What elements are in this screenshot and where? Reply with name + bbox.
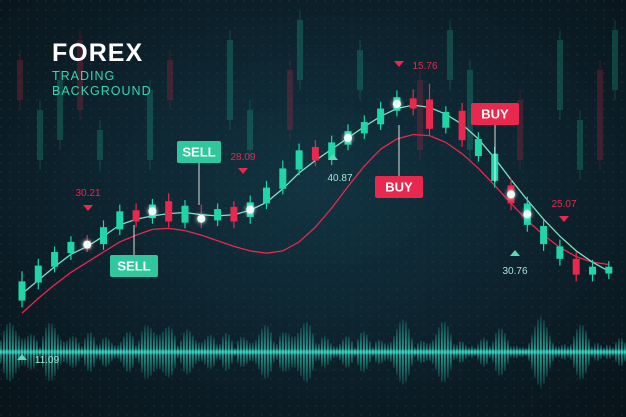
price-label: 25.07 [551,199,576,210]
bg-candle-body [612,30,618,90]
candle-body [426,99,433,129]
arrow-up-icon [510,250,520,256]
price-label: 11.09 [35,355,60,366]
price-label: 30.76 [502,266,527,277]
bg-candle-body [147,90,153,160]
wave-center [0,350,626,354]
glow-dot [197,214,206,223]
bg-candle-body [227,40,233,120]
candle-body [328,142,336,160]
candle-body [279,168,287,189]
arrow-up-icon [17,354,27,360]
glow-dot [246,205,255,214]
candle-body [458,110,466,141]
glow-dot [83,240,92,249]
bg-candle-body [297,20,303,80]
candle-body [34,265,42,283]
candle-body [605,266,613,274]
bg-candle-body [417,80,423,150]
glow-dot [148,207,157,216]
sell-signal-label: SELL [182,145,215,160]
candle-body [540,226,548,245]
candle-body [214,209,222,221]
candle-body [360,122,368,134]
bg-candle-body [577,120,583,170]
candle-body [165,201,173,222]
glow-dot [344,133,352,142]
volume-waveform [0,317,626,387]
bg-candle-body [77,40,83,110]
price-labels: 30.21 28.09 40.87 15.76 25.07 30.76 11.09 [17,61,577,366]
candle-body [67,241,75,254]
candle-body [132,210,140,222]
bg-candle-body [447,30,453,80]
bg-candle-body [287,70,293,130]
signals: SELL SELL BUY BUY [110,103,519,277]
candle-body [116,211,124,230]
price-label: 28.09 [230,152,255,163]
candle-body [51,252,59,267]
bg-candle-body [17,60,23,100]
buy-signal-label: BUY [385,180,413,195]
sell-signal-box [110,255,158,277]
candle-body [311,146,319,161]
subtitle-line2: BACKGROUND [52,84,152,98]
arrow-down-icon [394,61,404,67]
sell-signal-label: SELL [117,259,150,274]
candle-body [181,205,189,223]
arrow-down-icon [83,205,93,211]
header: FOREX TRADING BACKGROUND [52,39,152,98]
price-label: 15.76 [412,61,437,72]
candle-body [230,206,238,222]
candles [18,83,613,308]
candle-body [18,281,26,301]
bg-candle-body [37,110,43,160]
subtitle-line1: TRADING [52,69,115,83]
arrow-down-icon [559,216,569,222]
price-label: 30.21 [75,188,100,199]
buy-signal-label: BUY [481,107,509,122]
candle-body [100,227,107,245]
candle-body [556,246,564,259]
glow-dot [507,190,515,199]
candle-body [589,266,596,275]
arrow-down-icon [238,168,248,174]
bg-candle-body [357,50,363,90]
bg-candle-body [467,70,473,150]
background-candles [17,10,618,180]
bg-candle-body [597,70,603,160]
title: FOREX [52,39,143,67]
sell-signal-box [177,141,221,163]
glow-dot [392,100,401,108]
arrow-up-icon [328,154,338,160]
candle-body [409,98,417,109]
bg-candle-body [167,60,173,100]
bg-candle-body [557,40,563,110]
candle-body [442,111,450,128]
buy-signal-box [471,103,519,125]
bg-candle-body [517,100,523,160]
glow-dot [523,210,532,219]
price-label: 40.87 [327,173,352,184]
bg-candle-body [247,110,253,150]
bg-candle-body [97,130,103,160]
candle-body [295,150,303,170]
candle-body [474,139,482,156]
bg-candle-body [57,80,63,140]
candle-body [263,187,270,204]
candle-body [572,258,580,275]
candle-body [377,108,385,125]
buy-signal-box [375,176,423,198]
